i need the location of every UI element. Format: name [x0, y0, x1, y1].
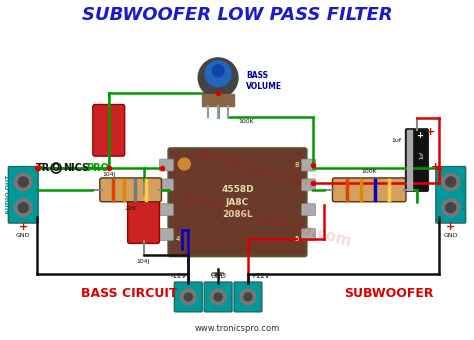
FancyBboxPatch shape: [128, 192, 159, 243]
FancyBboxPatch shape: [332, 178, 406, 202]
Text: GND: GND: [444, 234, 458, 238]
Circle shape: [212, 65, 224, 77]
Circle shape: [442, 199, 460, 217]
FancyBboxPatch shape: [159, 228, 173, 240]
Text: 1uf: 1uf: [420, 151, 425, 159]
Text: 104J: 104J: [137, 259, 150, 264]
FancyBboxPatch shape: [159, 204, 173, 216]
Circle shape: [205, 61, 231, 87]
Circle shape: [18, 177, 28, 187]
FancyBboxPatch shape: [301, 228, 316, 240]
Circle shape: [178, 158, 190, 170]
Circle shape: [442, 173, 460, 191]
FancyBboxPatch shape: [174, 282, 202, 312]
Text: 100K: 100K: [238, 119, 254, 124]
Text: +: +: [431, 162, 440, 172]
Text: GND: GND: [211, 272, 225, 277]
Circle shape: [14, 199, 32, 217]
Circle shape: [244, 293, 252, 301]
FancyBboxPatch shape: [234, 282, 262, 312]
Circle shape: [446, 203, 456, 212]
Text: 4: 4: [176, 236, 181, 242]
Circle shape: [446, 177, 456, 187]
FancyBboxPatch shape: [168, 148, 307, 256]
Text: GND: GND: [16, 234, 30, 238]
Text: TR: TR: [36, 163, 50, 173]
Bar: [407, 130, 412, 190]
Text: +: +: [446, 222, 456, 232]
FancyBboxPatch shape: [100, 178, 162, 202]
Text: GND: GND: [210, 273, 226, 279]
Text: +: +: [18, 222, 28, 232]
Text: 104J: 104J: [102, 172, 116, 177]
FancyBboxPatch shape: [405, 129, 428, 191]
Text: +: +: [34, 162, 43, 172]
Text: AUDIO IN: AUDIO IN: [463, 178, 468, 211]
FancyBboxPatch shape: [159, 179, 173, 191]
FancyBboxPatch shape: [301, 204, 316, 216]
Text: www.tronicspro.com: www.tronicspro.com: [180, 190, 354, 250]
Text: 1: 1: [176, 162, 181, 168]
FancyBboxPatch shape: [301, 159, 316, 171]
Text: 5: 5: [294, 236, 299, 242]
Bar: [202, 94, 234, 105]
Circle shape: [184, 293, 192, 301]
Text: SUBWOOFER LOW PASS FILTER: SUBWOOFER LOW PASS FILTER: [82, 6, 392, 24]
Text: -12V: -12V: [170, 273, 186, 279]
Circle shape: [240, 289, 256, 305]
Circle shape: [180, 289, 196, 305]
Text: 4558D
JA8C
2086L: 4558D JA8C 2086L: [221, 185, 254, 219]
Circle shape: [214, 293, 222, 301]
Circle shape: [198, 58, 238, 98]
Text: 22K: 22K: [125, 206, 137, 211]
FancyBboxPatch shape: [93, 104, 125, 156]
Text: 1uf: 1uf: [391, 138, 401, 143]
Text: BASS
VOLUME: BASS VOLUME: [246, 71, 282, 91]
Circle shape: [14, 173, 32, 191]
Text: 100K: 100K: [361, 169, 377, 174]
FancyBboxPatch shape: [301, 179, 316, 191]
Text: tronicspro.com: tronicspro.com: [198, 148, 316, 192]
Text: SUBWOOFER: SUBWOOFER: [344, 288, 434, 301]
Text: 8: 8: [294, 162, 299, 168]
FancyBboxPatch shape: [159, 159, 173, 171]
Text: www.tronicspro.com: www.tronicspro.com: [194, 324, 280, 333]
Text: +: +: [417, 131, 423, 140]
Text: O: O: [52, 163, 60, 173]
Text: AUDIO OUT: AUDIO OUT: [6, 175, 11, 215]
Text: +: +: [426, 127, 436, 137]
FancyBboxPatch shape: [9, 167, 38, 223]
Text: NICS: NICS: [63, 163, 89, 173]
Text: BASS CIRCUIT: BASS CIRCUIT: [81, 288, 177, 301]
FancyBboxPatch shape: [204, 282, 232, 312]
Text: PRO: PRO: [86, 163, 109, 173]
Text: +12V: +12V: [250, 273, 270, 279]
Circle shape: [18, 203, 28, 212]
FancyBboxPatch shape: [436, 167, 465, 223]
Circle shape: [210, 289, 226, 305]
